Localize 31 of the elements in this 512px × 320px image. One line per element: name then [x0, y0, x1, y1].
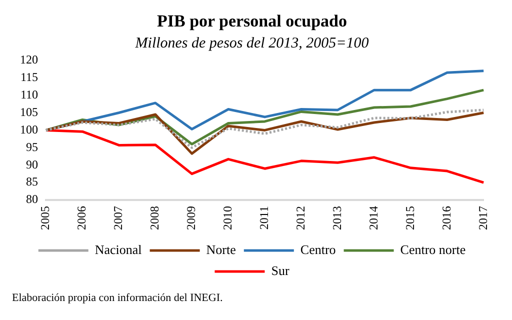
y-tick-label: 90: [26, 157, 38, 172]
x-tick-label: 2011: [256, 206, 271, 230]
x-tick-label: 2012: [293, 206, 308, 230]
y-tick-label: 80: [26, 192, 38, 206]
x-tick-label: 2015: [402, 206, 417, 230]
x-tick-label: 2010: [220, 206, 234, 230]
y-tick-label: 105: [20, 104, 38, 119]
x-tick-label: 2014: [366, 206, 380, 230]
y-tick-label: 115: [20, 70, 38, 84]
y-tick-label: 110: [20, 87, 38, 102]
x-tick-label: 2013: [330, 206, 344, 230]
x-tick-label: 2007: [111, 206, 126, 230]
legend-label: Sur: [271, 262, 290, 278]
x-tick-label: 2005: [38, 206, 52, 230]
y-tick-label: 100: [20, 122, 38, 136]
x-tick-label: 2006: [74, 206, 89, 230]
text: Elaboración propia con información del INEGI.: [12, 292, 224, 304]
chart-subtitle: Millones de pesos del 2013, 2005=100: [134, 35, 370, 52]
legend-label: Centro norte: [400, 242, 466, 257]
x-tick-label: 2008: [148, 206, 162, 230]
legend-label: Centro: [300, 242, 336, 257]
x-tick-label: 2016: [439, 206, 454, 230]
chart-title: PIB por personal ocupado: [156, 12, 348, 31]
y-tick-label: 95: [26, 140, 38, 154]
line-series: [44, 108, 485, 149]
x-tick-label: 2009: [184, 206, 198, 230]
legend-label: Norte: [206, 242, 236, 257]
y-tick-label: 120: [20, 52, 38, 67]
legend-label: Nacional: [94, 242, 142, 257]
y-tick-label: 85: [26, 174, 38, 189]
x-tick-label: 2017: [476, 206, 490, 230]
